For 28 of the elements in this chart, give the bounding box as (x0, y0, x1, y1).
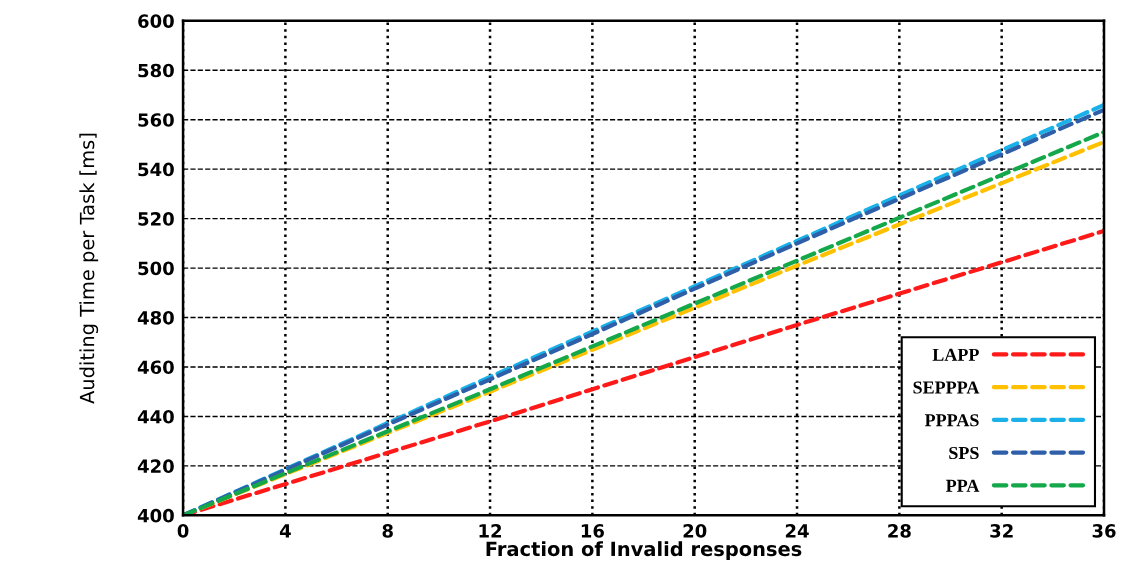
legend-label: PPA (945, 479, 980, 492)
x-tick-label: 36 (1092, 524, 1116, 538)
legend-label: SPS (949, 446, 979, 460)
y-tick-label: 520 (138, 212, 174, 226)
legend-label: SEPPPA (913, 381, 980, 394)
y-axis-title: Auditing Time per Task [ms] (79, 133, 99, 404)
y-tick-label: 460 (137, 360, 174, 375)
legend-label: PPPAS (924, 414, 979, 427)
x-tick-label: 16 (581, 524, 604, 538)
x-tick-label: 8 (382, 524, 393, 538)
legend-label: LAPP (932, 348, 979, 361)
x-tick-label: 12 (479, 524, 502, 538)
x-axis-title: Fraction of Invalid responses (486, 541, 802, 560)
y-tick-label: 540 (138, 162, 174, 177)
y-tick-label: 400 (137, 508, 174, 523)
x-tick-label: 24 (785, 524, 809, 538)
x-tick-label: 0 (177, 524, 189, 538)
y-tick-label: 600 (138, 14, 174, 28)
x-tick-label: 20 (683, 524, 707, 538)
y-tick-label: 440 (137, 409, 174, 424)
y-tick-label: 560 (138, 113, 174, 127)
y-tick-label: 420 (137, 459, 174, 474)
x-tick-label: 4 (279, 524, 291, 538)
x-tick-label: 28 (888, 524, 911, 538)
y-tick-label: 500 (138, 261, 174, 276)
x-tick-label: 32 (990, 524, 1013, 538)
y-tick-label: 580 (138, 63, 174, 78)
y-tick-label: 480 (137, 310, 174, 325)
